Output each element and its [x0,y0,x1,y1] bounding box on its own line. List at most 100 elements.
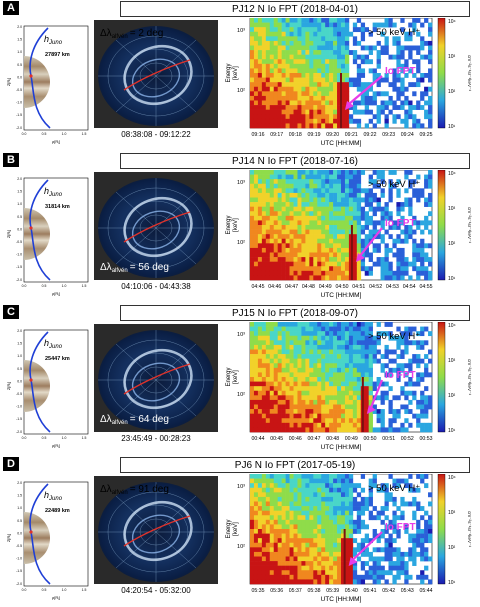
spectrogram-cell [309,18,314,23]
spectrogram-cell [329,174,334,180]
spectrogram-cell [364,100,369,106]
spectrogram-cell [356,18,362,23]
spectrogram-cell [261,86,267,92]
spectrogram-cell [313,322,318,327]
spectrogram-cell [301,422,306,428]
spectrogram-cell [289,386,294,392]
spectrogram-cell [261,123,267,129]
spectrogram-cell [265,547,271,553]
spectrogram-cell [305,100,310,106]
spectrogram-cell [356,215,362,221]
spectrogram-cell [337,275,342,281]
spectrogram-cell [416,344,421,350]
spectrogram-cell [253,413,259,419]
spectrogram-cell [261,59,267,65]
spectrogram-cell [392,225,397,230]
spectrogram-cell [250,501,255,507]
spectrogram-cell [344,483,350,489]
spectrogram-cell [360,211,366,217]
spectrogram-cell [313,492,318,498]
spectrogram-cell [313,225,318,230]
spectrogram-cell [400,390,405,396]
spectrogram-cell [337,179,342,185]
spectrogram-cell [309,483,314,489]
spectrogram-cell [305,170,310,175]
spectrogram-cell [273,261,278,267]
spectrogram-cell [309,524,314,530]
spectrogram-cell [321,390,326,396]
spectrogram-cell [253,82,259,88]
spectrogram-cell [404,238,409,244]
spectrogram-cell [333,174,338,180]
spectrogram-cell [380,225,385,230]
spectrogram-cell [333,91,338,97]
spectrogram-cell [265,234,271,240]
spectrogram-cell [269,86,275,92]
time-range: 23:45:49 - 00:28:23 [121,434,191,443]
spectrogram-cell [341,570,346,576]
spectrogram-cell [257,340,263,346]
spectrogram-cell [285,63,290,69]
spectrogram-cell [368,367,373,373]
spectrogram-cell [424,386,429,392]
spectrogram-cell [289,331,294,337]
spectrogram-cell [408,179,413,185]
spectrogram-cell [408,206,413,212]
spectrogram-cell [352,225,358,230]
spectrogram-cell [376,114,381,120]
spectrogram-cell [396,395,401,401]
juno-y-label: Z[Rⱼ] [6,230,11,238]
spectrogram-cell [408,68,413,74]
spectrogram-cell [305,73,310,78]
spectrogram-cell [250,18,255,23]
spectrogram-cell [352,206,358,212]
spectrogram-cell [305,179,310,185]
spectrogram-cell [269,257,275,262]
x-tick: 04:49 [319,284,332,290]
spectrogram-cell [313,109,318,115]
spectrogram-cell [313,413,318,419]
spectrogram-cell [305,367,310,373]
x-tick: 09:16 [252,132,265,138]
spectrogram-cell [293,501,298,507]
spectrogram-cell [352,275,358,281]
spectrogram-cell [321,197,326,203]
spectrogram-cell [400,404,405,410]
spectrogram-cell [289,54,294,60]
spectrogram-cell [285,174,290,180]
spectrogram-cell [416,197,421,203]
panel-title: PJ14 N Io FPT (2018-07-16) [120,153,470,169]
spectrogram-cell [380,390,385,396]
spectrogram-cell [309,478,314,484]
spectrogram-cell [368,202,373,207]
spectrogram-cell [337,399,342,405]
spectrogram-cell [261,192,267,198]
spectrogram-cell [309,73,314,78]
spectrogram-cell [321,478,326,484]
juno-trajectory-plot: hJuno 22489 km 2.01.51.00.50.0-0.5-1.0-1… [6,481,89,600]
spectrogram-cell [333,542,338,548]
spectrogram-cell [333,358,338,364]
spectrogram-cell [392,86,397,92]
spectrogram-cell [269,229,275,235]
spectrogram-cell [368,496,373,502]
y-tick: 10³ [237,484,245,490]
spectrogram-cell [277,18,282,23]
spectrogram-cell [424,395,429,401]
spectrogram-cell [305,105,310,110]
spectrogram-cell [400,238,405,244]
spectrogram-cell [269,390,275,396]
spectrogram-cell [348,118,354,124]
spectrogram-cell [368,574,373,580]
spectrogram-cell [253,179,259,185]
spectrogram-cell [341,547,346,553]
x-tick: 05:42 [382,588,395,594]
spectrogram-cell [333,206,338,212]
aurora-image: Δλalfvén = 2 deg [94,20,218,128]
spectrogram-cell [344,524,350,530]
spectrogram-cell [360,206,366,212]
spectrogram-cell [420,574,425,580]
spectrogram-cell [273,570,278,576]
spectrogram-cell [269,570,275,576]
spectrogram-cell [273,174,278,180]
